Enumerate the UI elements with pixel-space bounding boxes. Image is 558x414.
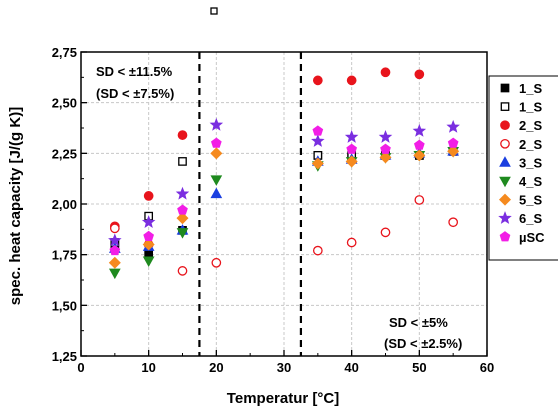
- data-point: [210, 187, 223, 199]
- axis-ticks: 0 10 20 30 40 50 60 1,25 1,50 1,75 2,00 2,25 2,50 2,7…: [52, 45, 495, 375]
- data-point: [176, 212, 189, 225]
- data-point: [380, 227, 391, 238]
- data-point: [312, 125, 324, 136]
- annotation-right-line2: (SD < ±2.5%): [384, 336, 462, 351]
- legend-marker: [500, 138, 510, 149]
- x-tick-label: 40: [344, 360, 358, 375]
- data-point: [447, 145, 460, 158]
- data-point: [143, 230, 155, 241]
- x-tick-label: 10: [141, 360, 155, 375]
- data-point: [142, 238, 155, 251]
- data-point: [346, 75, 357, 86]
- y-tick-label: 1,50: [52, 298, 77, 313]
- data-point: [380, 143, 391, 154]
- data-point: [380, 67, 391, 78]
- legend-label: 2_S: [519, 137, 542, 152]
- data-point: [175, 186, 190, 200]
- data-point: [141, 215, 156, 228]
- data-point: [311, 134, 325, 147]
- x-tick-label: 20: [209, 360, 223, 375]
- legend-label: µSC: [519, 230, 545, 245]
- data-point: [210, 147, 223, 160]
- data-point: [414, 69, 425, 80]
- annotation-right-line1: SD < ±5%: [389, 315, 448, 330]
- data-point: [109, 244, 121, 256]
- data-point: [447, 137, 459, 148]
- y-tick-label: 2,25: [52, 146, 77, 161]
- legend-marker: [500, 102, 510, 111]
- annotation-left-line2: (SD < ±7.5%): [96, 86, 174, 101]
- data-point: [142, 256, 155, 267]
- data-point: [414, 195, 425, 205]
- data-point: [210, 137, 222, 148]
- legend-frame: [488, 75, 558, 261]
- data-point: [177, 130, 188, 140]
- data-point: [209, 117, 224, 131]
- data-point: [210, 175, 223, 186]
- y-tick-label: 2,50: [52, 96, 77, 111]
- data-point: [176, 228, 189, 239]
- data-point: [446, 119, 460, 133]
- legend-marker: [500, 120, 510, 131]
- y-tick-label: 2,75: [52, 45, 77, 60]
- legend-label: 2_S: [519, 118, 542, 133]
- data-point: [178, 157, 187, 166]
- legend-marker: [499, 231, 511, 242]
- data-point: [311, 157, 324, 170]
- data-point: [346, 143, 358, 154]
- data-point: [211, 257, 222, 268]
- series-7: [108, 117, 460, 247]
- annotations: SD < ±11.5% (SD < ±7.5%) SD < ±5% (SD < …: [96, 64, 462, 351]
- threshold-lines: [198, 52, 303, 356]
- legend: [488, 75, 558, 261]
- x-tick-label: 0: [77, 360, 84, 375]
- data-point: [143, 191, 154, 201]
- series-6: [108, 145, 460, 269]
- data-point: [412, 123, 427, 137]
- legend-marker: [498, 211, 512, 224]
- x-axis-title: Temperatur [°C]: [227, 390, 339, 407]
- data-point: [344, 130, 359, 143]
- x-tick-label: 60: [480, 360, 494, 375]
- data-point: [177, 204, 188, 215]
- legend-marker: [499, 156, 511, 167]
- data-point: [378, 130, 393, 143]
- legend-marker: [499, 176, 511, 188]
- data-point: [345, 155, 358, 168]
- data-point: [177, 266, 188, 276]
- legend-marker: [500, 83, 510, 93]
- y-tick-label: 1,75: [52, 248, 77, 263]
- x-tick-label: 30: [277, 360, 291, 375]
- annotation-left-line1: SD < ±11.5%: [96, 64, 173, 79]
- legend-label: 5_S: [519, 193, 542, 208]
- legend-label: 6_S: [519, 211, 542, 226]
- data-point: [413, 139, 425, 150]
- data-point: [108, 256, 121, 269]
- data-point: [448, 217, 459, 228]
- legend-items: 1_S 1_S 2_S 2_S 3_S 4_S 5_S 6_S µSC: [498, 81, 545, 245]
- legend-marker: [498, 193, 512, 206]
- legend-label: 1_S: [519, 81, 542, 96]
- stray-square-marker: [210, 7, 218, 15]
- data-points: [108, 67, 460, 280]
- series-8: [109, 125, 459, 256]
- y-axis-title: spec. heat capacity [J/(g K)]: [7, 107, 24, 305]
- data-point: [108, 268, 121, 280]
- data-point: [108, 233, 122, 247]
- y-tick-label: 1,25: [52, 349, 77, 364]
- data-point: [312, 245, 323, 256]
- legend-label: 4_S: [519, 174, 542, 189]
- legend-label: 3_S: [519, 155, 542, 170]
- y-tick-label: 2,00: [52, 197, 77, 212]
- x-tick-label: 50: [412, 360, 426, 375]
- data-point: [346, 237, 357, 248]
- legend-label: 1_S: [519, 100, 542, 115]
- data-point: [413, 149, 426, 162]
- data-point: [109, 223, 120, 234]
- data-point: [379, 151, 392, 164]
- data-point: [312, 75, 323, 86]
